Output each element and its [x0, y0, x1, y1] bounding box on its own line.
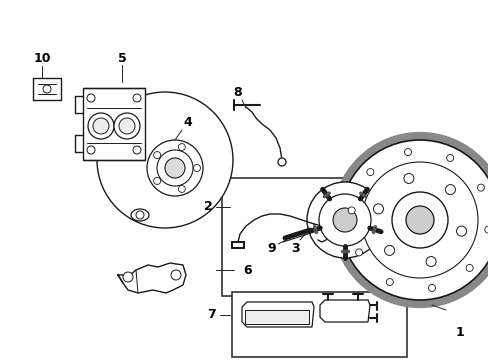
Text: 5: 5 [118, 51, 126, 64]
Circle shape [119, 118, 135, 134]
Circle shape [178, 144, 185, 150]
Text: 3: 3 [290, 242, 299, 255]
Circle shape [133, 146, 141, 154]
Circle shape [306, 182, 382, 258]
Circle shape [97, 92, 232, 228]
Text: 4: 4 [183, 117, 192, 130]
Polygon shape [319, 300, 369, 322]
Circle shape [193, 165, 200, 171]
Circle shape [366, 168, 373, 176]
Text: 10: 10 [33, 51, 51, 64]
Circle shape [87, 146, 95, 154]
Polygon shape [242, 302, 313, 327]
Circle shape [318, 194, 370, 246]
Text: 6: 6 [243, 264, 252, 276]
Circle shape [391, 192, 447, 248]
Circle shape [43, 85, 51, 93]
Circle shape [147, 140, 203, 196]
Circle shape [88, 113, 114, 139]
Circle shape [445, 185, 454, 195]
Circle shape [114, 113, 140, 139]
Circle shape [446, 154, 453, 162]
Circle shape [403, 174, 413, 184]
Circle shape [384, 246, 394, 255]
Circle shape [404, 149, 411, 156]
Circle shape [425, 257, 435, 266]
Circle shape [373, 204, 383, 214]
Circle shape [332, 208, 356, 232]
Circle shape [171, 270, 181, 280]
Circle shape [153, 177, 161, 184]
Circle shape [93, 118, 109, 134]
Circle shape [87, 94, 95, 102]
Circle shape [427, 284, 435, 292]
Text: 8: 8 [233, 85, 242, 99]
Circle shape [339, 140, 488, 300]
Ellipse shape [131, 209, 149, 221]
Circle shape [133, 94, 141, 102]
Text: 2: 2 [203, 201, 212, 213]
Circle shape [278, 158, 285, 166]
Circle shape [178, 185, 185, 193]
Circle shape [476, 184, 484, 191]
Circle shape [136, 211, 143, 219]
Bar [231, 292, 406, 357]
Circle shape [386, 279, 392, 285]
Polygon shape [244, 310, 308, 324]
Text: 7: 7 [207, 309, 216, 321]
Bar [222, 178, 429, 296]
Text: 1: 1 [455, 325, 464, 338]
Circle shape [456, 226, 466, 236]
Circle shape [465, 265, 472, 271]
Text: 9: 9 [267, 242, 276, 255]
Circle shape [157, 150, 193, 186]
Bar [83, 88, 145, 160]
Circle shape [361, 162, 477, 278]
Circle shape [347, 207, 354, 214]
Circle shape [153, 152, 161, 158]
Circle shape [164, 158, 184, 178]
Circle shape [355, 249, 362, 256]
Circle shape [405, 206, 433, 234]
Circle shape [123, 272, 133, 282]
Circle shape [484, 226, 488, 233]
